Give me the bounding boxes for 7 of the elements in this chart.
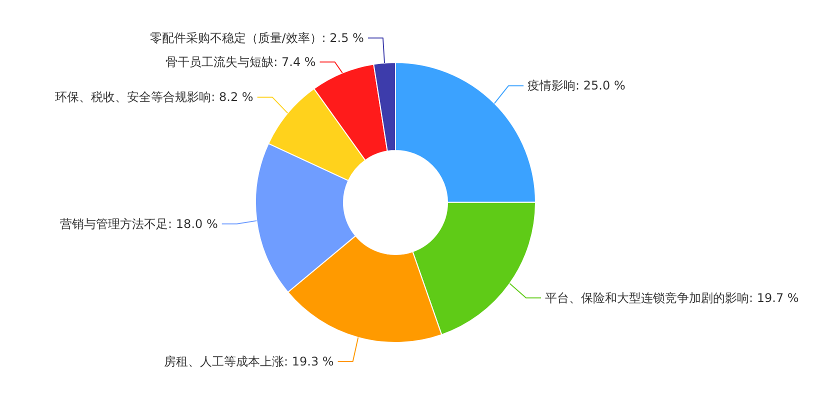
slice-label: 平台、保险和大型连锁竞争加剧的影响: 19.7 % — [545, 290, 799, 305]
slice-label: 房租、人工等成本上涨: 19.3 % — [164, 354, 334, 369]
slice-label: 环保、税收、安全等合规影响: 8.2 % — [55, 90, 254, 104]
slice-label: 疫情影响: 25.0 % — [528, 78, 626, 93]
slice-label: 零配件采购不稳定（质量/效率）: 2.5 % — [150, 31, 364, 46]
slice-label: 骨干员工流失与短缺: 7.4 % — [166, 55, 316, 70]
slice-label: 营销与管理方法不足: 18.0 % — [60, 216, 218, 231]
